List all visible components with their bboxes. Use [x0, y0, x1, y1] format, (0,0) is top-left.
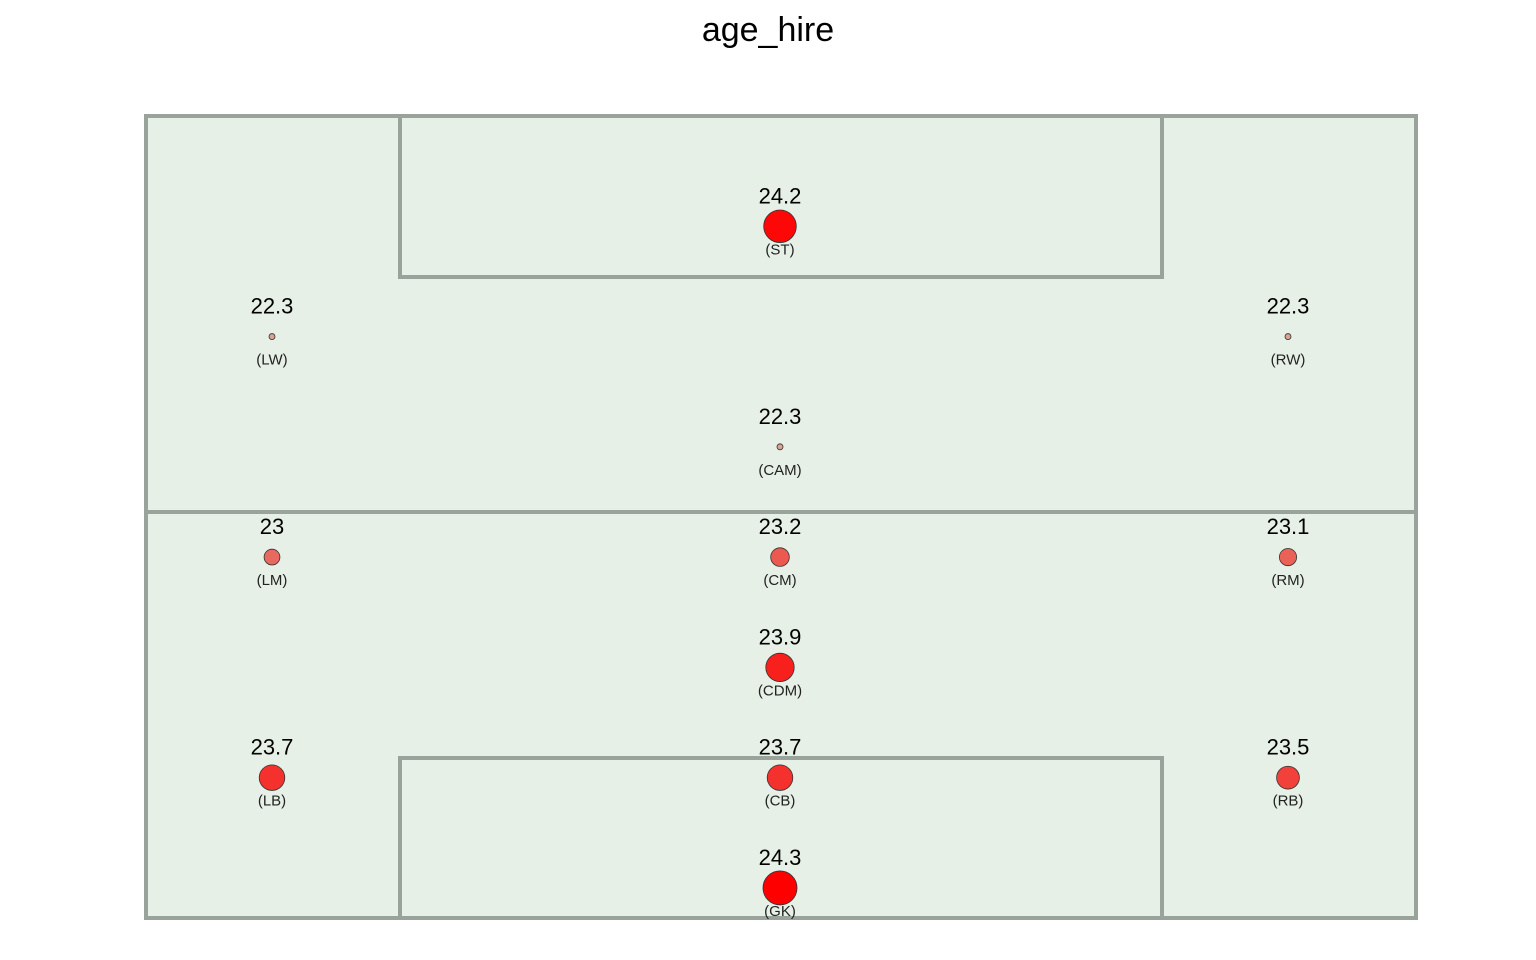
position-label-st: (ST) — [765, 241, 794, 258]
marker-cdm — [765, 652, 795, 682]
position-label-cb: (CB) — [765, 793, 796, 810]
marker-st — [763, 209, 797, 243]
marker-lm — [263, 548, 281, 566]
marker-gk — [762, 870, 798, 906]
position-label-rw: (RW) — [1271, 352, 1306, 369]
position-label-cm: (CM) — [763, 572, 796, 589]
value-label-st: 24.2 — [759, 183, 802, 208]
chart-title: age_hire — [702, 11, 834, 49]
marker-cb — [766, 764, 794, 791]
marker-rb — [1276, 765, 1300, 790]
value-label-cdm: 23.9 — [759, 624, 802, 649]
marker-cam — [776, 443, 784, 451]
position-label-lb: (LB) — [258, 793, 286, 810]
position-label-gk: (GK) — [764, 903, 796, 920]
position-label-lm: (LM) — [257, 572, 288, 589]
top-penalty-box — [398, 114, 1164, 279]
value-label-lw: 22.3 — [251, 294, 294, 319]
position-label-cdm: (CDM) — [758, 682, 802, 699]
position-markers: 24.2 (ST) 22.3 (LW) 22.3 (RW) 22.3 (CAM) 23 (LM) 2… — [251, 183, 1310, 920]
marker-cm — [770, 547, 790, 567]
value-label-rm: 23.1 — [1267, 514, 1310, 539]
position-label-rm: (RM) — [1271, 572, 1304, 589]
marker-rm — [1279, 548, 1298, 567]
value-label-gk: 24.3 — [759, 845, 802, 870]
value-label-rw: 22.3 — [1267, 294, 1310, 319]
bottom-penalty-box — [398, 756, 1164, 920]
marker-rw — [1284, 333, 1292, 340]
value-label-cb: 23.7 — [759, 735, 802, 760]
position-label-cam: (CAM) — [758, 462, 801, 479]
value-label-cam: 22.3 — [759, 404, 802, 429]
value-label-rb: 23.5 — [1267, 735, 1310, 760]
value-label-cm: 23.2 — [759, 514, 802, 539]
marker-lb — [258, 764, 286, 791]
value-label-lm: 23 — [260, 514, 284, 539]
position-label-lw: (LW) — [256, 352, 287, 369]
marker-lw — [268, 333, 276, 340]
value-label-lb: 23.7 — [251, 735, 294, 760]
position-label-rb: (RB) — [1273, 793, 1304, 810]
